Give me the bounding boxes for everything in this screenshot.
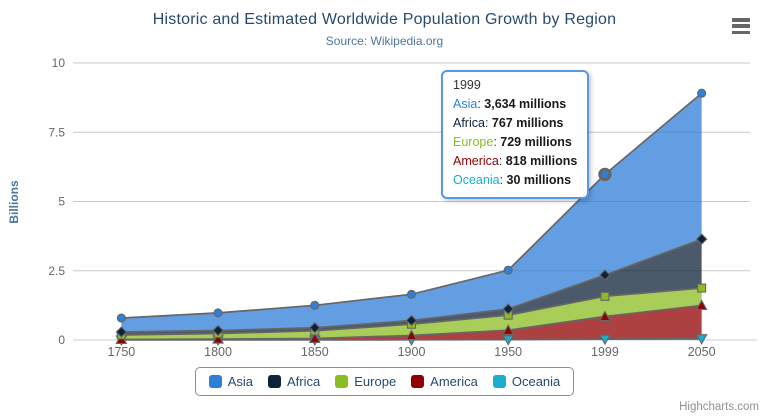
legend-box: Asia Africa Europe America Oceania	[194, 367, 575, 396]
marker-europe-2050[interactable]	[697, 283, 707, 293]
marker-america-1850[interactable]	[308, 332, 321, 343]
x-axis-label: 1950	[494, 345, 522, 359]
tooltip-value: 767 millions	[491, 116, 564, 130]
legend-swatch	[335, 375, 349, 388]
y-axis-label: 2.5	[48, 264, 65, 278]
marker-africa-1999[interactable]	[599, 269, 611, 281]
y-axis-label: 10	[52, 56, 66, 70]
chart-subtitle: Source: Wikipedia.org	[325, 34, 444, 48]
marker-asia-1800[interactable]	[213, 308, 223, 318]
legend-swatch	[492, 375, 506, 388]
marker-europe-1999[interactable]	[600, 291, 610, 301]
tooltip-value: 729 millions	[500, 135, 572, 149]
legend-label: America	[430, 374, 478, 389]
marker-asia-1950[interactable]	[503, 265, 513, 275]
marker-america-1900[interactable]	[405, 329, 418, 341]
legend: Asia Africa Europe America Oceania	[0, 367, 769, 396]
x-axis-label: 1900	[398, 345, 426, 359]
tooltip-value: 818 millions	[505, 154, 578, 168]
tooltip-row: Europe: 729 millions	[453, 135, 572, 149]
tooltip-series-name: Oceania	[453, 173, 500, 187]
marker-america-1950[interactable]	[502, 324, 515, 335]
credits-link[interactable]: Highcharts.com	[679, 401, 759, 413]
tooltip-rows: Asia: 3,634 millions Africa: 767 millions…	[453, 95, 577, 190]
hamburger-icon	[732, 24, 750, 28]
marker-asia-1900[interactable]	[406, 289, 417, 299]
area-america[interactable]	[121, 305, 702, 340]
tooltip-row: Asia: 3,634 millions	[453, 97, 567, 111]
x-axis-label: 1850	[301, 345, 329, 359]
tooltip-series-name: Africa	[453, 116, 485, 130]
marker-asia-2050[interactable]	[697, 88, 707, 98]
area-asia[interactable]	[121, 93, 702, 332]
legend-item-america[interactable]: America	[411, 374, 478, 389]
area-africa[interactable]	[121, 239, 702, 335]
marker-africa-1900[interactable]	[405, 314, 418, 327]
marker-africa-2050[interactable]	[695, 233, 708, 245]
x-axis-label: 2050	[688, 345, 716, 359]
hamburger-icon	[732, 18, 750, 22]
tooltip-series-name: Europe	[453, 135, 494, 149]
marker-africa-1850[interactable]	[309, 321, 321, 334]
tooltip-row: America: 818 millions	[453, 154, 578, 168]
marker-asia-1750[interactable]	[116, 313, 126, 323]
tooltip-value: 3,634 millions	[484, 97, 567, 111]
legend-item-oceania[interactable]: Oceania	[492, 374, 561, 389]
y-axis-title: Billions	[7, 180, 21, 224]
marker-america-2050[interactable]	[695, 299, 708, 311]
marker-oceania-2050[interactable]	[695, 334, 708, 345]
legend-label: Oceania	[511, 374, 561, 389]
tooltip-row: Africa: 767 millions	[453, 116, 564, 130]
marker-oceania-1999[interactable]	[598, 334, 611, 346]
marker-america-1999[interactable]	[598, 310, 611, 322]
chart-title: Historic and Estimated Worldwide Populat…	[152, 11, 617, 28]
tooltip-series-name: America	[453, 154, 499, 168]
marker-africa-1750[interactable]	[115, 326, 128, 338]
marker-africa-1950[interactable]	[502, 303, 514, 315]
y-axis-label: 0	[58, 333, 65, 347]
legend-item-africa[interactable]: Africa	[268, 374, 320, 389]
hamburger-icon	[732, 30, 750, 34]
y-axis-label: 7.5	[48, 125, 65, 139]
tooltip-value: 30 millions	[506, 173, 572, 187]
legend-swatch	[208, 375, 222, 388]
legend-label: Asia	[227, 374, 254, 389]
legend-swatch	[268, 375, 282, 388]
legend-item-asia[interactable]: Asia	[208, 374, 254, 389]
tooltip: 1999 Asia: 3,634 millions Africa: 767 mil…	[441, 70, 590, 199]
x-axis-label: 1800	[204, 345, 232, 359]
x-axis-label: 1750	[107, 345, 135, 359]
x-axis-label: 1999	[591, 345, 619, 359]
y-axis-label: 5	[58, 195, 65, 209]
tooltip-series-name: Asia	[453, 97, 478, 111]
marker-africa-1800[interactable]	[212, 324, 224, 337]
tooltip-header: 1999	[453, 78, 481, 92]
marker-america-1800[interactable]	[212, 332, 225, 344]
marker-oceania-1950[interactable]	[502, 335, 515, 346]
legend-label: Africa	[287, 374, 321, 389]
legend-label: Europe	[354, 374, 397, 389]
marker-asia-1999[interactable]	[598, 167, 612, 182]
export-menu-button[interactable]	[730, 16, 754, 36]
tooltip-row: Oceania: 30 millions	[453, 173, 572, 187]
legend-item-europe[interactable]: Europe	[335, 374, 396, 389]
legend-swatch	[411, 375, 425, 388]
marker-asia-1850[interactable]	[310, 300, 320, 310]
